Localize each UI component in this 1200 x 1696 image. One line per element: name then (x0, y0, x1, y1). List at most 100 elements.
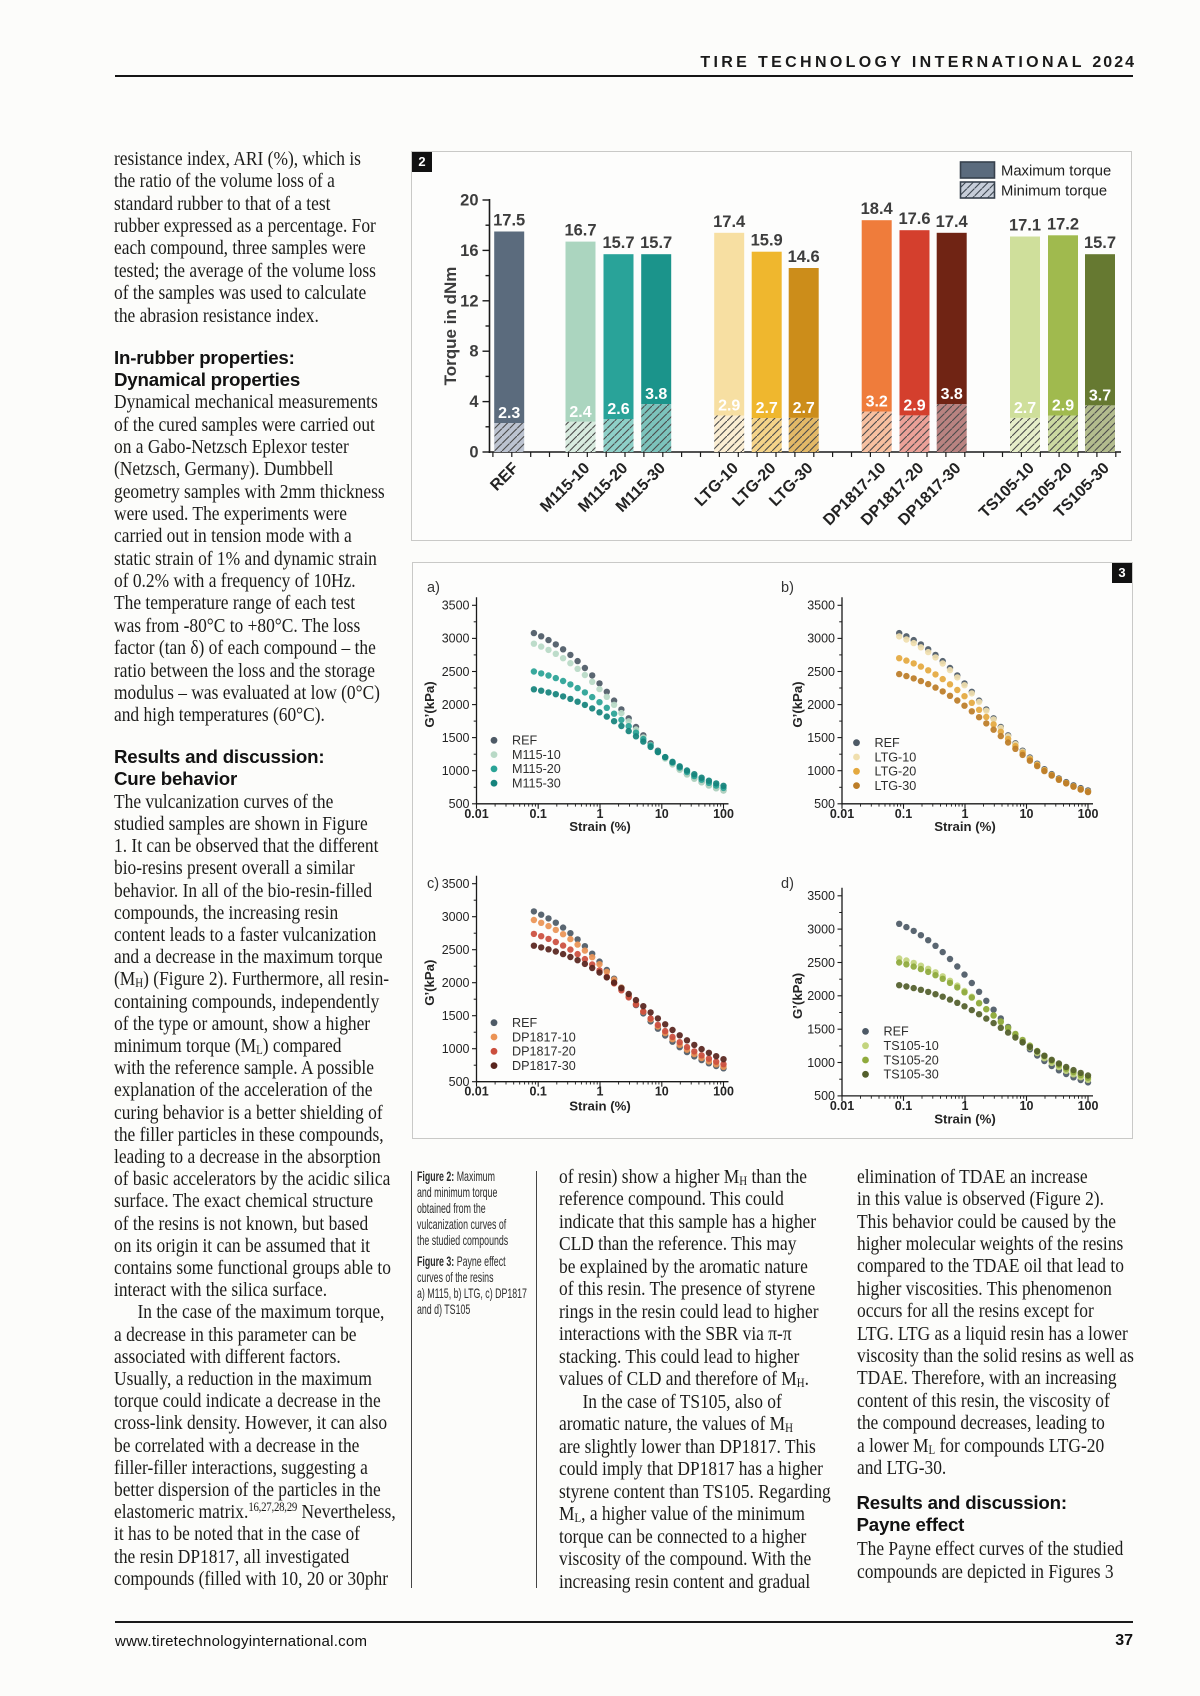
svg-text:500: 500 (814, 1089, 835, 1103)
svg-text:M115-20: M115-20 (512, 762, 561, 776)
svg-text:17.4: 17.4 (935, 213, 968, 231)
svg-text:3500: 3500 (442, 877, 470, 891)
svg-text:Torque in dNm: Torque in dNm (441, 267, 460, 386)
svg-text:2000: 2000 (807, 698, 835, 712)
svg-text:1000: 1000 (442, 1042, 470, 1056)
svg-text:16.7: 16.7 (564, 222, 596, 240)
svg-text:0.1: 0.1 (895, 807, 912, 821)
svg-text:17.1: 17.1 (1008, 217, 1040, 235)
svg-text:M115-10: M115-10 (512, 748, 561, 762)
svg-text:15.7: 15.7 (640, 234, 672, 252)
svg-text:4: 4 (469, 393, 479, 411)
svg-text:18.4: 18.4 (860, 200, 893, 218)
svg-text:1: 1 (962, 807, 969, 821)
svg-text:0.01: 0.01 (830, 1099, 854, 1113)
svg-text:10: 10 (655, 807, 669, 821)
svg-text:REF: REF (512, 1016, 537, 1030)
svg-text:2.4: 2.4 (569, 404, 591, 421)
svg-text:0: 0 (469, 444, 478, 462)
svg-text:10: 10 (1020, 1099, 1034, 1113)
svg-text:Minimum torque: Minimum torque (1001, 184, 1107, 200)
svg-text:3.8: 3.8 (645, 386, 667, 403)
svg-text:2500: 2500 (442, 943, 470, 957)
svg-text:1500: 1500 (807, 731, 835, 745)
svg-text:0.01: 0.01 (464, 807, 488, 821)
svg-text:2.9: 2.9 (903, 398, 925, 415)
svg-text:2.9: 2.9 (718, 398, 740, 415)
svg-text:1: 1 (597, 807, 604, 821)
svg-text:2.7: 2.7 (792, 400, 814, 417)
svg-text:3.2: 3.2 (865, 394, 887, 411)
svg-text:3000: 3000 (442, 910, 470, 924)
svg-text:17.5: 17.5 (493, 212, 525, 230)
svg-text:REF: REF (875, 736, 900, 750)
svg-text:15.7: 15.7 (1083, 234, 1115, 252)
svg-text:a): a) (427, 580, 440, 596)
svg-text:14.6: 14.6 (787, 248, 819, 266)
svg-text:3000: 3000 (807, 632, 835, 646)
svg-text:Strain (%): Strain (%) (934, 1111, 996, 1126)
svg-text:2000: 2000 (442, 698, 470, 712)
svg-text:M115-30: M115-30 (512, 777, 561, 791)
svg-text:2.6: 2.6 (607, 401, 629, 418)
svg-text:TS105-20: TS105-20 (884, 1053, 939, 1067)
svg-text:1000: 1000 (807, 764, 835, 778)
svg-text:REF: REF (487, 460, 522, 495)
svg-text:Maximum torque: Maximum torque (1001, 164, 1111, 180)
svg-text:12: 12 (460, 292, 478, 310)
svg-text:1000: 1000 (807, 1056, 835, 1070)
svg-text:Strain (%): Strain (%) (569, 1099, 631, 1114)
svg-text:2.7: 2.7 (1013, 400, 1035, 417)
svg-text:3.8: 3.8 (940, 386, 962, 403)
svg-text:100: 100 (1078, 807, 1099, 821)
svg-text:Strain (%): Strain (%) (569, 819, 631, 834)
svg-text:REF: REF (884, 1025, 909, 1039)
svg-text:1500: 1500 (442, 731, 470, 745)
svg-text:100: 100 (1078, 1099, 1099, 1113)
svg-text:G’(kPa): G’(kPa) (422, 681, 437, 727)
svg-text:3500: 3500 (442, 599, 470, 613)
svg-text:3000: 3000 (807, 922, 835, 936)
svg-text:LTG-20: LTG-20 (875, 765, 917, 779)
svg-text:DP1817-20: DP1817-20 (512, 1045, 576, 1059)
svg-text:10: 10 (655, 1085, 669, 1099)
svg-text:2500: 2500 (442, 665, 470, 679)
svg-text:3000: 3000 (442, 632, 470, 646)
svg-text:TS105-10: TS105-10 (884, 1039, 939, 1053)
svg-text:8: 8 (469, 343, 478, 361)
svg-text:d): d) (781, 876, 794, 892)
svg-text:0.01: 0.01 (830, 807, 854, 821)
svg-text:500: 500 (449, 797, 470, 811)
svg-text:10: 10 (1020, 807, 1034, 821)
svg-text:2.3: 2.3 (498, 405, 520, 422)
svg-text:c): c) (427, 876, 439, 892)
svg-text:1500: 1500 (807, 1023, 835, 1037)
svg-text:1000: 1000 (442, 764, 470, 778)
svg-text:LTG-10: LTG-10 (875, 750, 917, 764)
svg-text:G’(kPa): G’(kPa) (790, 973, 805, 1019)
svg-text:1: 1 (597, 1085, 604, 1099)
svg-text:3500: 3500 (807, 889, 835, 903)
svg-text:2000: 2000 (807, 989, 835, 1003)
svg-text:G’(kPa): G’(kPa) (422, 960, 437, 1006)
svg-text:16: 16 (460, 242, 478, 260)
svg-text:500: 500 (814, 797, 835, 811)
svg-text:500: 500 (449, 1075, 470, 1089)
svg-text:Strain (%): Strain (%) (934, 819, 996, 834)
svg-text:100: 100 (713, 1085, 734, 1099)
svg-text:2.7: 2.7 (755, 400, 777, 417)
svg-text:15.9: 15.9 (750, 232, 782, 250)
svg-text:0.1: 0.1 (895, 1099, 912, 1113)
svg-text:3500: 3500 (807, 599, 835, 613)
svg-text:17.6: 17.6 (898, 210, 930, 228)
svg-text:G’(kPa): G’(kPa) (790, 681, 805, 727)
svg-text:15.7: 15.7 (602, 234, 634, 252)
svg-text:DP1817-30: DP1817-30 (512, 1059, 576, 1073)
svg-text:LTG-30: LTG-30 (875, 779, 917, 793)
svg-text:1: 1 (962, 1099, 969, 1113)
svg-text:2.9: 2.9 (1051, 398, 1073, 415)
svg-text:1500: 1500 (442, 1009, 470, 1023)
svg-text:100: 100 (713, 807, 734, 821)
svg-text:20: 20 (460, 192, 478, 210)
svg-text:DP1817-10: DP1817-10 (512, 1030, 576, 1044)
